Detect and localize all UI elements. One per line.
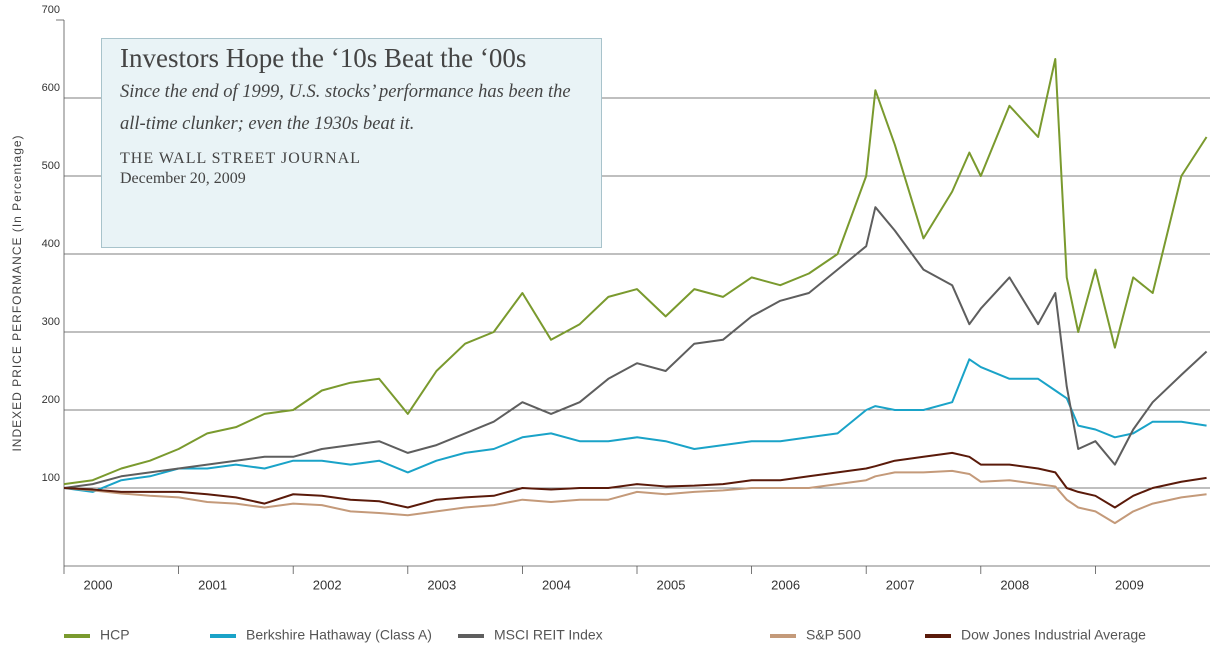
y-tick-label: 500	[42, 160, 60, 172]
line-series	[63, 358, 1207, 493]
line-series	[63, 58, 1208, 486]
source: THE WALL STREET JOURNAL	[120, 150, 361, 167]
y-tick-label: 300	[42, 316, 60, 328]
x-tick-label: 2007	[886, 577, 915, 592]
x-tick-label: 2005	[657, 577, 686, 592]
y-tick-label: 700	[42, 4, 60, 16]
x-tick-label: 2001	[198, 577, 227, 592]
date: December 20, 2009	[120, 170, 246, 187]
x-tick-label: 2004	[542, 577, 571, 592]
annotation-box: Investors Hope the ‘10s Beat the ‘00s Si…	[101, 38, 602, 248]
x-tick-label: 2000	[84, 577, 113, 592]
x-tick-label: 2009	[1115, 577, 1144, 592]
legend-label: MSCI REIT Index	[494, 627, 603, 643]
y-tick-label: 600	[42, 82, 60, 94]
y-tick-label: 200	[42, 394, 60, 406]
x-tick-label: 2002	[313, 577, 342, 592]
legend-label: Dow Jones Industrial Average	[961, 627, 1146, 643]
x-tick-label: 2008	[1000, 577, 1029, 592]
y-tick-label: 100	[42, 472, 60, 484]
x-tick-label: 2006	[771, 577, 800, 592]
line-series	[63, 469, 1207, 525]
legend-label: Berkshire Hathaway (Class A)	[246, 627, 432, 643]
line-series	[63, 451, 1207, 509]
chart-subtitle: Since the end of 1999, U.S. stocks’ perf…	[120, 82, 571, 134]
chart-title: Investors Hope the ‘10s Beat the ‘00s	[120, 43, 527, 73]
y-tick-label: 400	[42, 238, 60, 250]
legend-label: S&P 500	[806, 627, 861, 643]
line-series	[63, 206, 1208, 489]
y-axis-label: INDEXED PRICE PERFORMANCE (In Percentage…	[10, 134, 24, 451]
legend-label: HCP	[100, 627, 130, 643]
x-tick-label: 2003	[427, 577, 456, 592]
